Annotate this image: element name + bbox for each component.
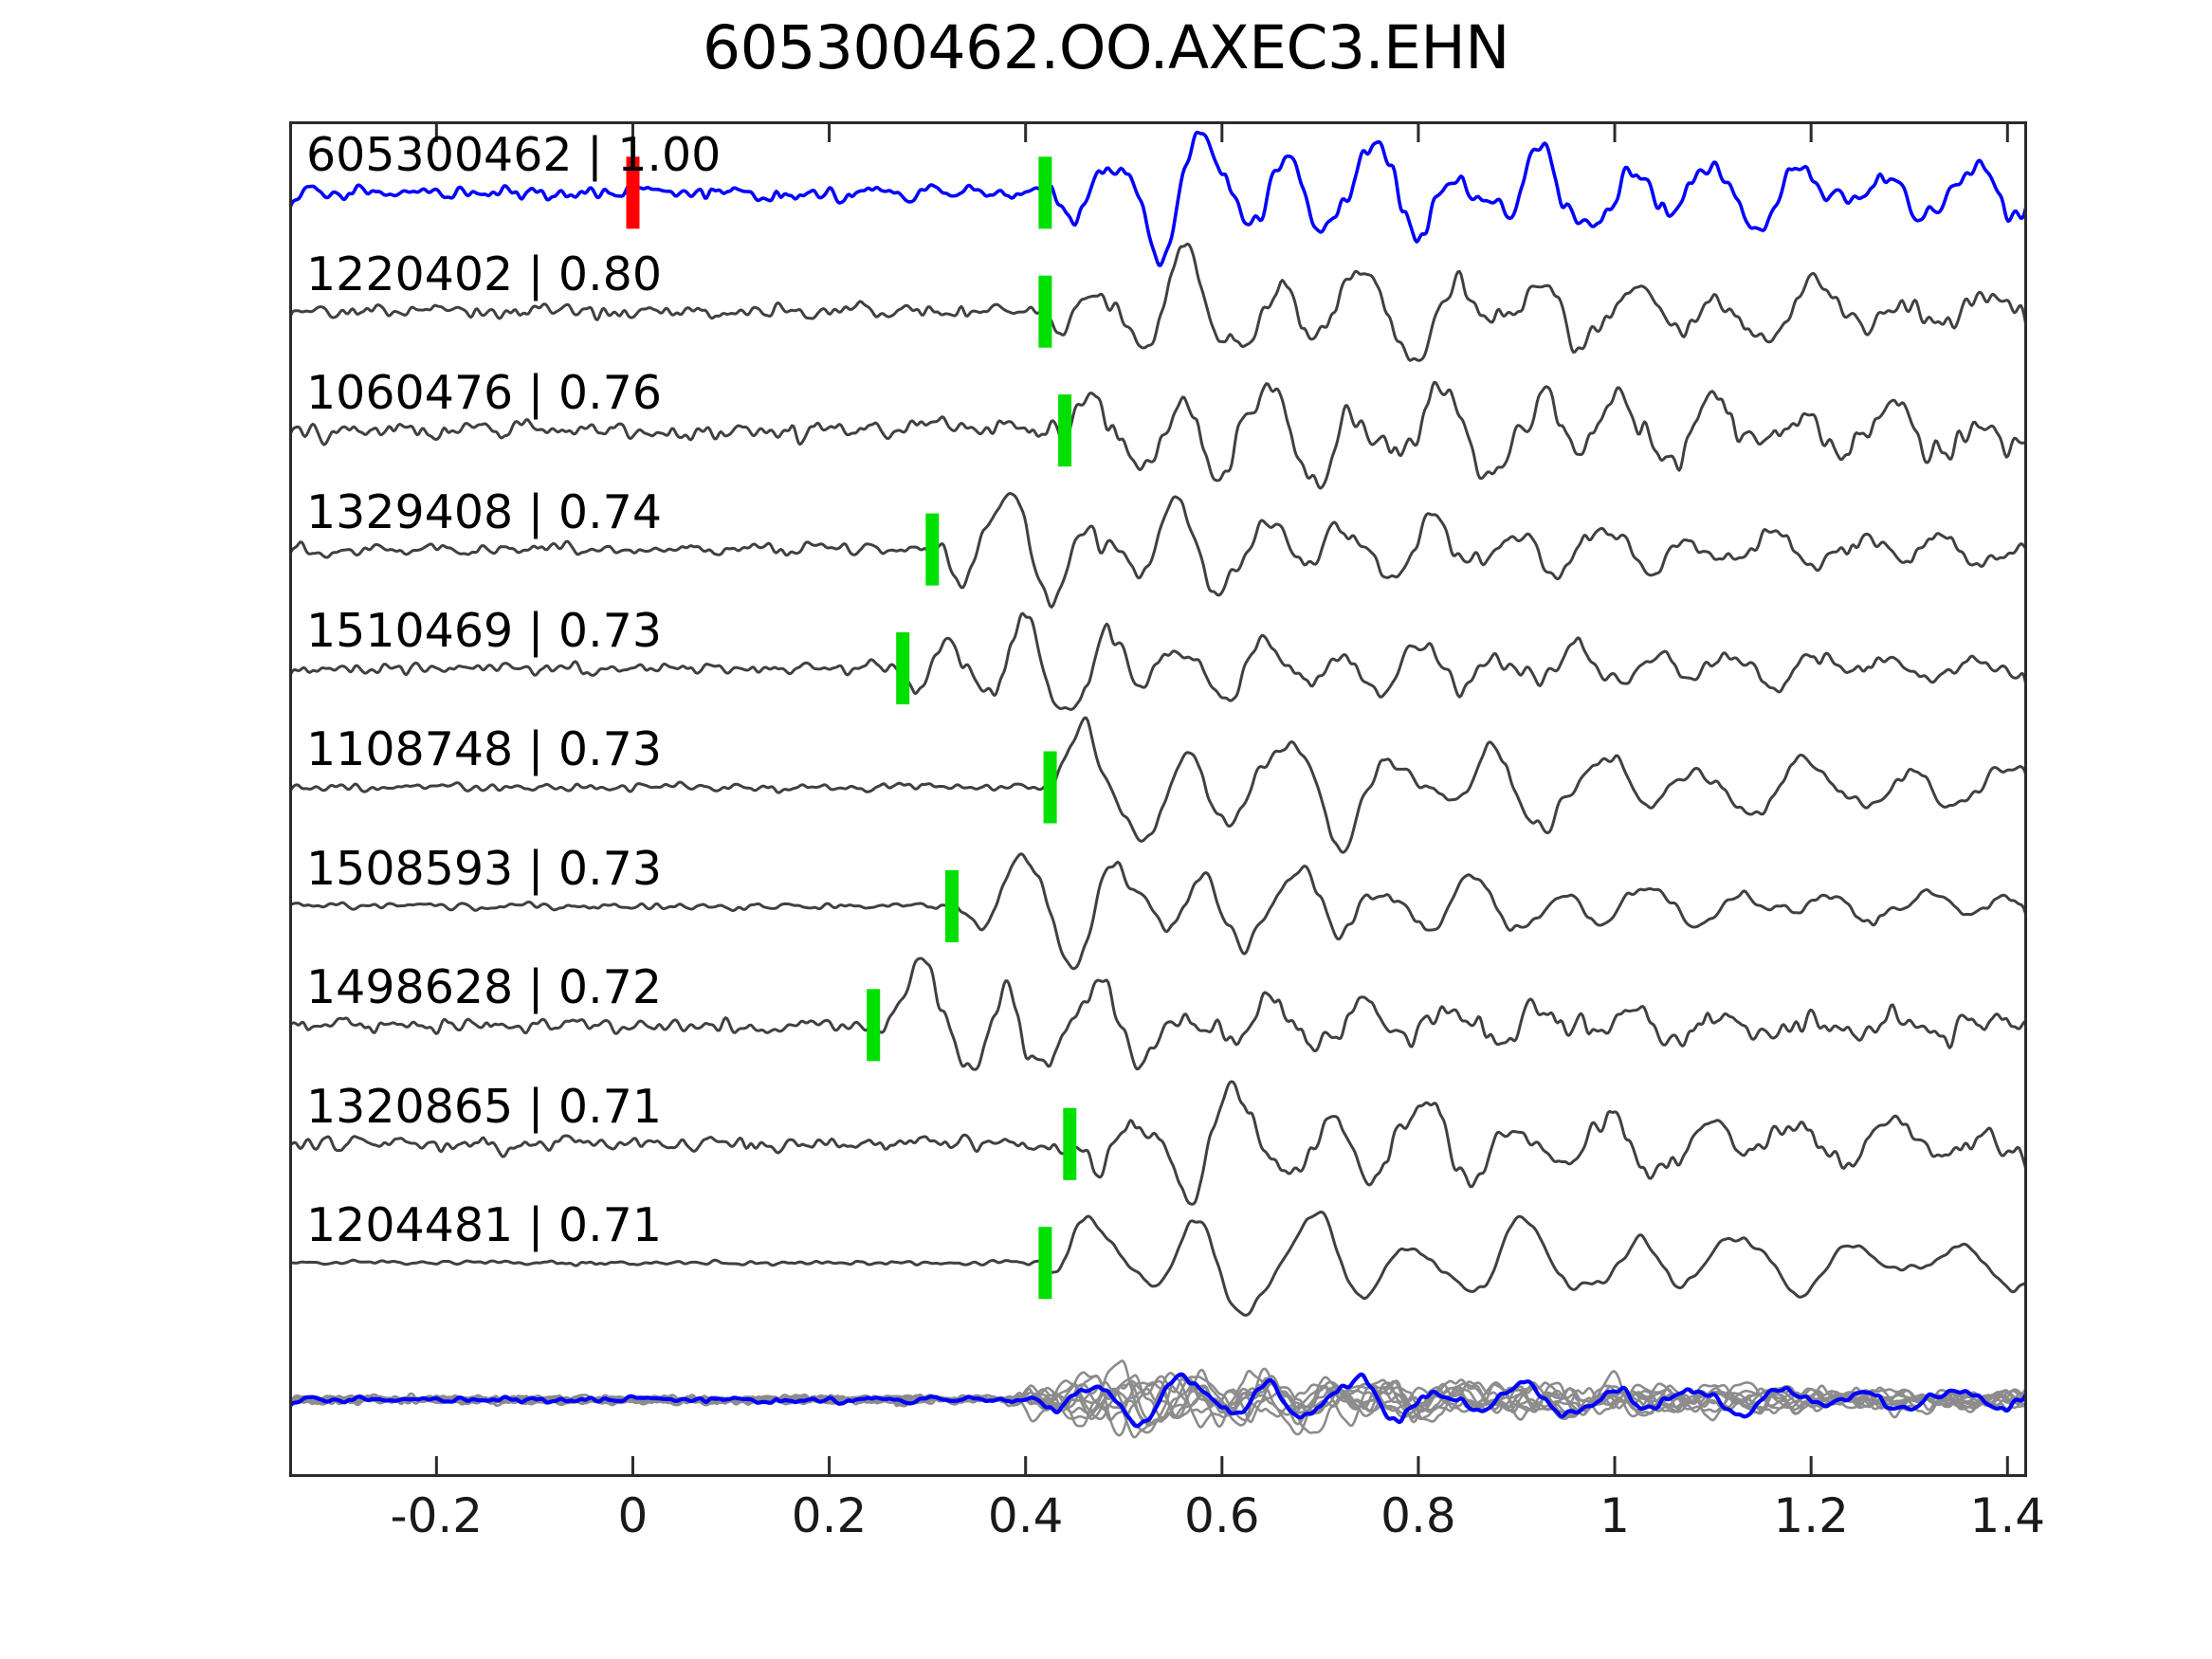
- x-tick-label: 1.4: [1969, 1488, 2046, 1543]
- pick-marker[interactable]: [1063, 1107, 1077, 1180]
- plot-area: 605300462 | 1.00 1220402 | 0.80 1060476 | …: [289, 121, 2027, 1477]
- trace-label-1060476: 1060476 | 0.76: [306, 366, 662, 421]
- trace-label-1204481: 1204481 | 0.71: [306, 1198, 662, 1253]
- waveform-trace: [289, 242, 2027, 362]
- x-tick-label: -0.2: [390, 1488, 484, 1543]
- trace-group: [289, 130, 2027, 1317]
- stack-trace: [289, 1375, 2027, 1429]
- x-tick-label: 0.2: [791, 1488, 868, 1543]
- trace-label-1510469: 1510469 | 0.73: [306, 604, 662, 659]
- pick-marker[interactable]: [896, 632, 910, 704]
- waveform-trace: [289, 611, 2027, 711]
- pick-marker[interactable]: [925, 513, 940, 586]
- x-tick-label: 1.2: [1773, 1488, 1849, 1543]
- trace-label-1329408: 1329408 | 0.74: [306, 484, 662, 539]
- x-tick-label: 0.6: [1184, 1488, 1260, 1543]
- waveform-trace: [289, 852, 2027, 971]
- waveform-trace: [289, 130, 2027, 267]
- x-tick-label: 1: [1600, 1488, 1630, 1543]
- axis-tick-group: [434, 121, 2009, 1477]
- page-title: 605300462.OO.AXEC3.EHN: [703, 13, 1509, 82]
- waveform-trace: [289, 492, 2027, 609]
- waveform-trace: [289, 957, 2027, 1071]
- x-tick-label: 0.4: [987, 1488, 1064, 1543]
- stack-template-trace: [289, 1372, 2027, 1429]
- trace-label-1498628: 1498628 | 0.72: [306, 960, 662, 1015]
- trace-label-1508593: 1508593 | 0.73: [306, 841, 662, 896]
- trace-label-605300462: 605300462 | 1.00: [306, 128, 722, 183]
- waveform-trace: [289, 716, 2027, 854]
- stack-group: [289, 1359, 2027, 1439]
- x-axis-tick-labels: -0.2 0 0.2 0.4 0.6 0.8 1 1.2 1.4: [289, 1488, 2046, 1564]
- pick-marker[interactable]: [945, 869, 959, 942]
- pick-marker[interactable]: [867, 989, 881, 1062]
- waveform-canvas: [289, 121, 2027, 1477]
- pick-marker[interactable]: [1058, 394, 1072, 467]
- pick-marker[interactable]: [1043, 751, 1057, 824]
- pick-marker[interactable]: [1038, 275, 1052, 348]
- x-tick-label: 0.8: [1380, 1488, 1456, 1543]
- waveform-trace: [289, 380, 2027, 490]
- pick-marker[interactable]: [1038, 1227, 1052, 1300]
- pick-marker-group: [626, 156, 1077, 1300]
- pick-marker[interactable]: [1038, 156, 1052, 229]
- trace-label-1320865: 1320865 | 0.71: [306, 1079, 662, 1134]
- waveform-trace: [289, 1211, 2027, 1317]
- origin-time-marker[interactable]: [626, 156, 640, 229]
- waveform-trace: [289, 1080, 2027, 1206]
- trace-label-1108748: 1108748 | 0.73: [306, 722, 662, 777]
- x-tick-label: 0: [617, 1488, 649, 1543]
- trace-label-1220402: 1220402 | 0.80: [306, 246, 662, 301]
